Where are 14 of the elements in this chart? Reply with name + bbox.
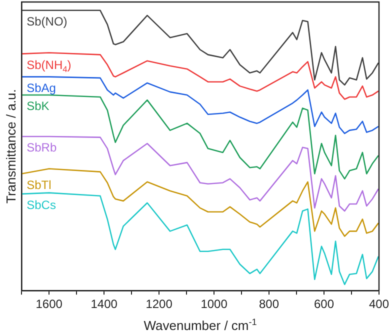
series-label: SbAg	[26, 80, 56, 95]
x-tick-label: 1600	[36, 297, 63, 312]
x-tick-label: 1200	[146, 297, 173, 312]
series-label: Sb(NO)	[26, 14, 68, 28]
series-label: SbTl	[26, 178, 52, 192]
series-label: SbK	[26, 99, 50, 114]
x-tick-label: 800	[259, 297, 280, 312]
x-tick-label: 600	[314, 297, 334, 312]
x-tick-label: 1000	[200, 297, 228, 312]
x-tick-label: 1400	[90, 297, 118, 312]
y-axis-title: Transmittance / a.u.	[3, 89, 18, 204]
x-tick-label: 400	[368, 297, 390, 312]
series-label: SbCs	[26, 198, 56, 212]
series-label: SbRb	[26, 140, 57, 154]
